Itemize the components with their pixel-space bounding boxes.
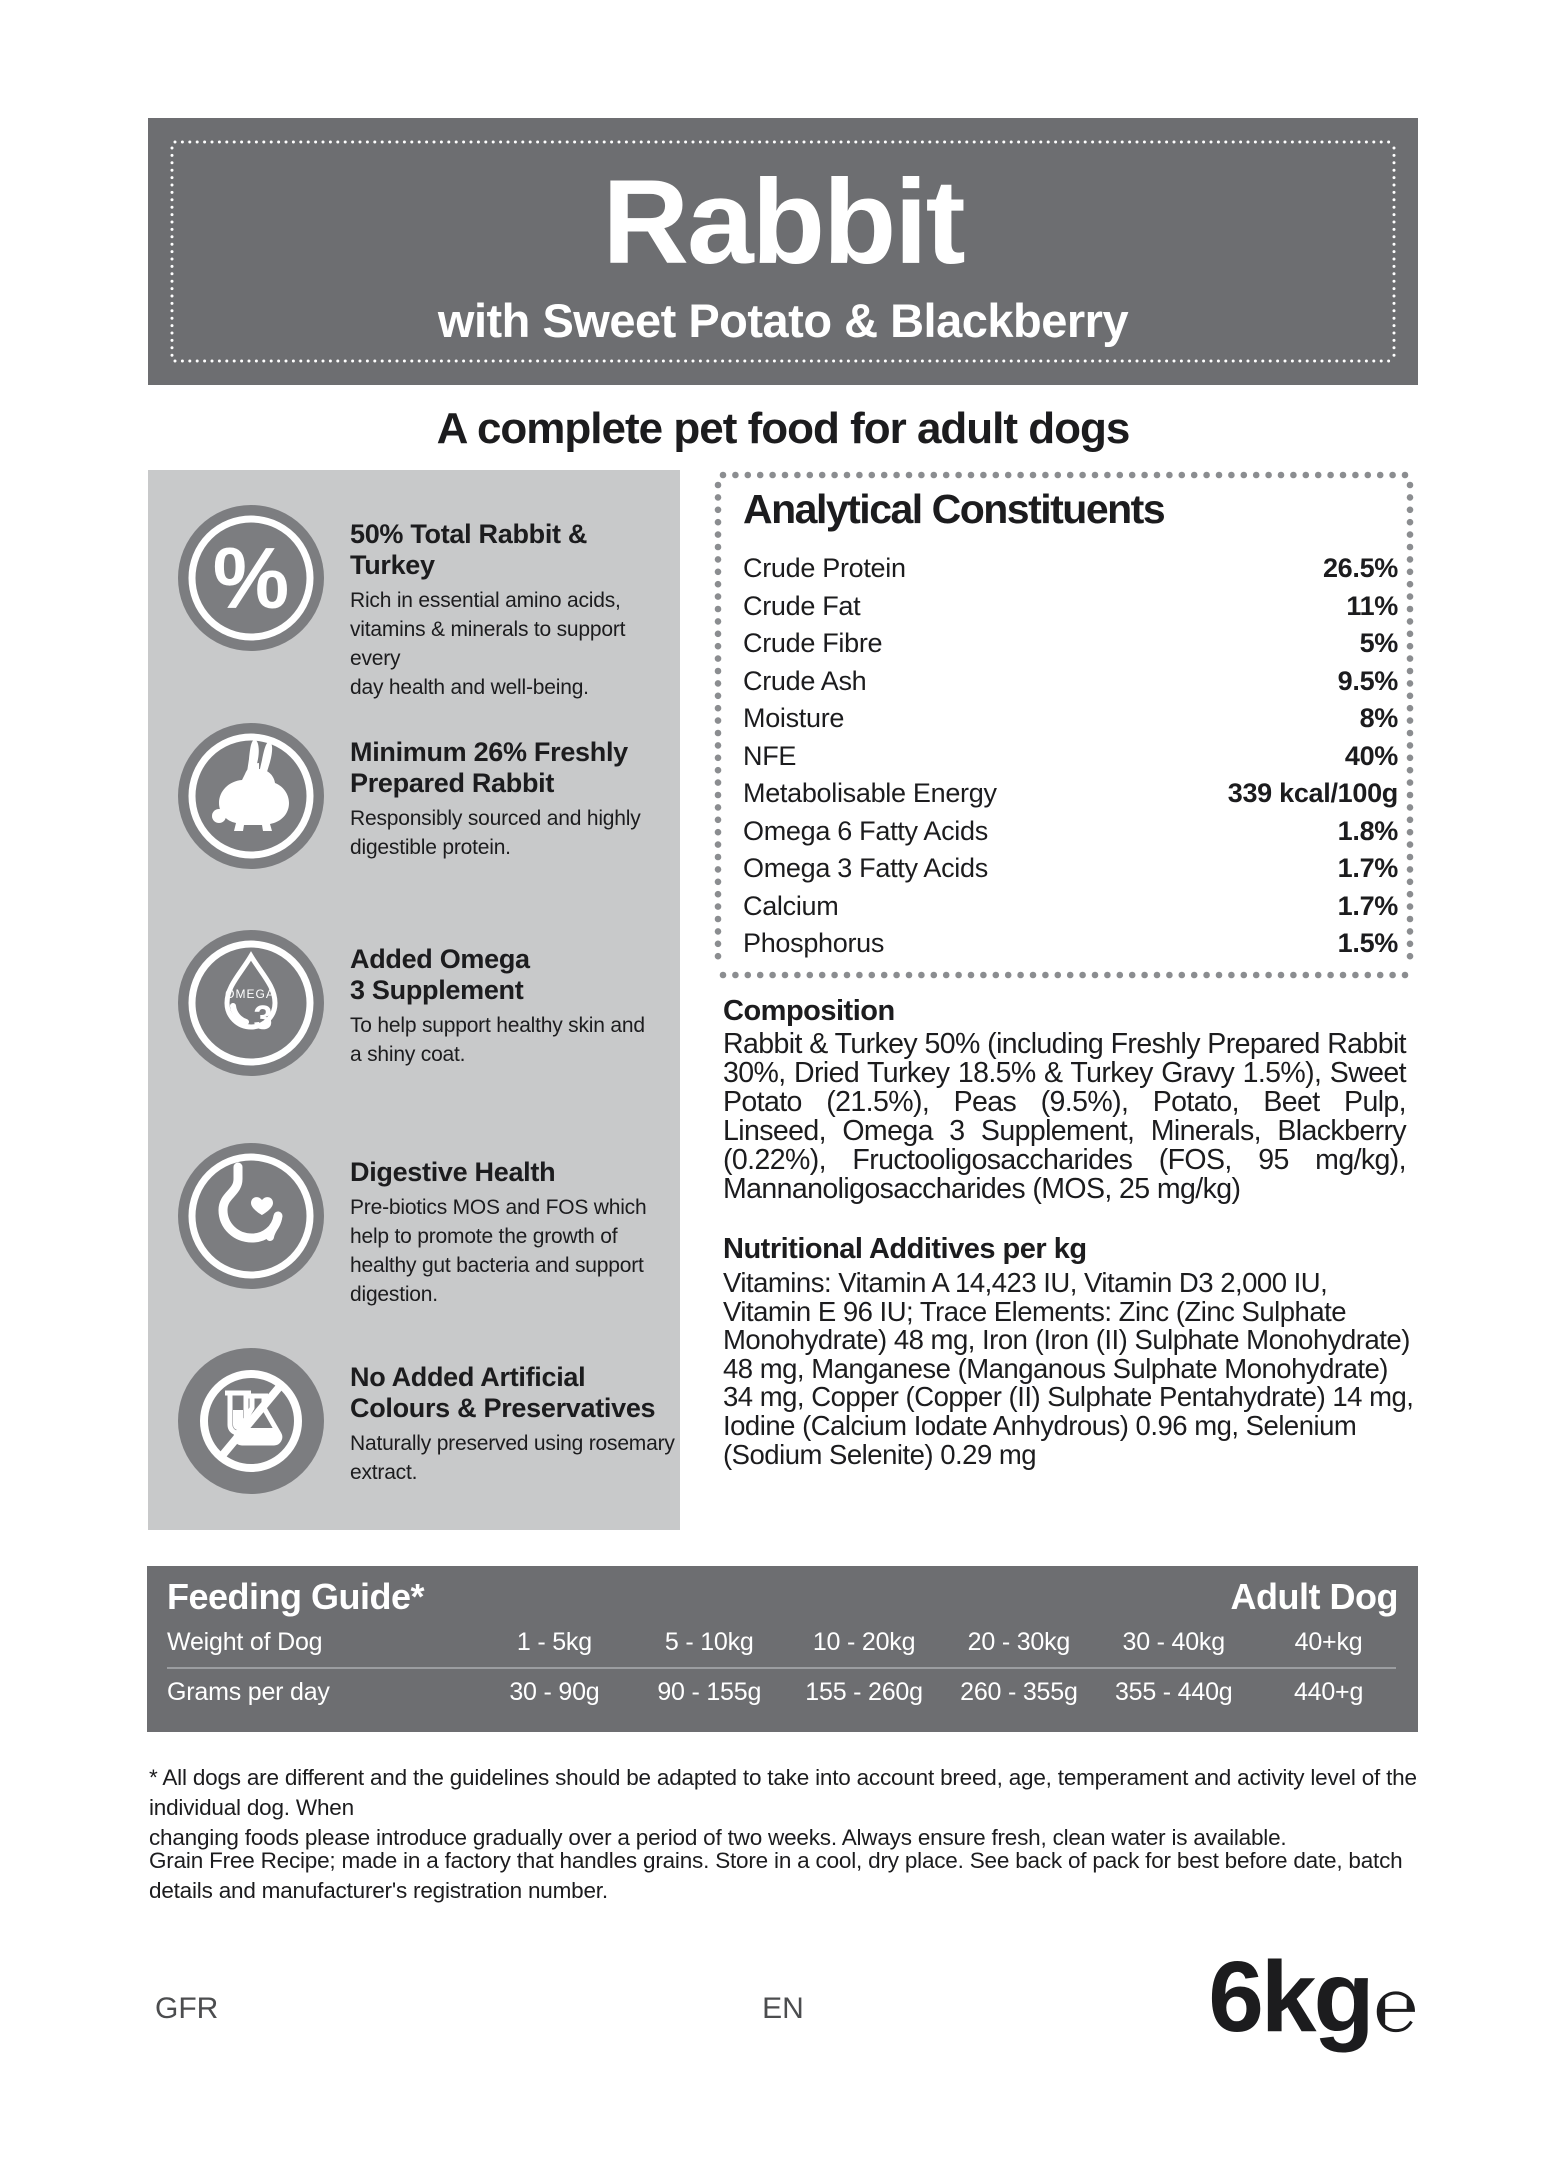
grams-cell: 260 - 355g xyxy=(960,1678,1078,1706)
feeding-guide-title: Feeding Guide* xyxy=(167,1576,425,1617)
feeding-guide-table: Feeding Guide* Adult Dog Weight of Dog 1… xyxy=(147,1566,1418,1732)
no-artificial-flask-icon xyxy=(178,1348,324,1494)
analytical-row: Crude Fibre 5% xyxy=(743,628,1398,658)
weight-cell: 40+kg xyxy=(1294,1628,1363,1656)
analytical-row: Crude Fat 11% xyxy=(743,590,1398,621)
rabbit-icon xyxy=(178,723,324,869)
composition-title: Composition xyxy=(723,995,895,1027)
omega-word: OMEGA xyxy=(225,987,275,1001)
percent-glyph: % xyxy=(213,531,289,627)
feature-body: Rich in essential amino acids, vitamins … xyxy=(350,589,626,699)
feeding-guideline-footnote: * All dogs are different and the guideli… xyxy=(149,1765,1417,1850)
weight-cell: 5 - 10kg xyxy=(664,1628,754,1656)
analytical-row: Calcium 1.7% xyxy=(743,890,1398,921)
feature-total-rabbit: % 50% Total Rabbit & Turkey Rich in esse… xyxy=(178,505,680,702)
feature-omega3: OMEGA 3 Added Omega 3 Supplement To help… xyxy=(178,930,680,1076)
grams-cell: 355 - 440g xyxy=(1114,1678,1233,1706)
feature-title: Added Omega 3 Supplement xyxy=(350,944,530,1005)
additives-title: Nutritional Additives per kg xyxy=(723,1233,1087,1265)
feature-no-artificial: No Added Artificial Colours & Preservati… xyxy=(178,1348,680,1494)
weight-cell: 10 - 20kg xyxy=(812,1628,916,1656)
row-label: Grams per day xyxy=(167,1678,330,1706)
analytical-row: Phosphorus 1.5% xyxy=(743,928,1398,958)
additives-text: Vitamins: Vitamin A 14,423 IU, Vitamin D… xyxy=(723,1267,1414,1470)
features-panel: % 50% Total Rabbit & Turkey Rich in esse… xyxy=(148,470,680,1530)
grams-cell: 30 - 90g xyxy=(509,1678,600,1706)
grams-cell: 155 - 260g xyxy=(805,1678,923,1706)
grams-cell: 440+g xyxy=(1293,1678,1364,1706)
dotted-border xyxy=(714,471,1414,979)
feature-body: Pre-biotics MOS and FOS which help to pr… xyxy=(350,1196,647,1306)
feature-body: Naturally preserved using rosemary extra… xyxy=(350,1432,675,1484)
analytical-row: Omega 6 Fatty Acids 1.8% xyxy=(743,815,1398,846)
percent-icon: % xyxy=(178,505,324,651)
omega3-drop-icon: OMEGA 3 xyxy=(178,930,324,1076)
analytical-row: Metabolisable Energy 339 kcal/100g xyxy=(743,778,1398,808)
weight-value: 6kg xyxy=(1208,1941,1374,2053)
analytical-row: Crude Ash 9.5% xyxy=(743,665,1398,696)
estimated-sign: ℮ xyxy=(1373,1964,1418,2047)
analytical-row: NFE 40% xyxy=(743,740,1398,771)
feature-title: No Added Artificial Colours & Preservati… xyxy=(350,1362,656,1423)
grams-row: Grams per day 30 - 90g 90 - 155g 155 - 2… xyxy=(167,1678,1406,1707)
feature-body: To help support healthy skin and a shiny… xyxy=(350,1014,645,1066)
composition-text: Rabbit & Turkey 50% (including Freshly P… xyxy=(723,1028,1407,1205)
weight-cell: 20 - 30kg xyxy=(967,1628,1071,1656)
feature-title: Digestive Health xyxy=(350,1157,556,1187)
hero-dotted-border xyxy=(170,140,1396,363)
storage-footnote: Grain Free Recipe; made in a factory tha… xyxy=(149,1848,1403,1903)
product-variant: with Sweet Potato & Blackberry xyxy=(437,294,1129,347)
feature-title: 50% Total Rabbit & Turkey xyxy=(350,519,588,580)
additives-section: Nutritional Additives per kg Vitamins: V… xyxy=(723,1233,1418,1469)
composition-section: Composition Rabbit & Turkey 50% (includi… xyxy=(723,995,1407,1205)
tagline: A complete pet food for adult dogs xyxy=(436,404,1131,453)
net-weight: 6kg ℮ xyxy=(1208,1942,1418,2052)
feature-body: Responsibly sourced and highly digestibl… xyxy=(350,807,641,859)
language-code: EN xyxy=(762,1992,804,2025)
table-separator xyxy=(167,1667,1396,1669)
omega-number: 3 xyxy=(254,999,273,1037)
analytical-rows: Crude Protein 26.5% Crude Fat 11% Crude Fi… xyxy=(743,550,1398,963)
recipe-code: GFR xyxy=(155,1992,219,2025)
feeding-guide-right-title: Adult Dog xyxy=(1230,1576,1399,1617)
feature-freshly-prepared: Minimum 26% Freshly Prepared Rabbit Resp… xyxy=(178,723,680,869)
product-name: Rabbit xyxy=(602,155,965,289)
analytical-row: Crude Protein 26.5% xyxy=(743,553,1398,583)
row-label: Weight of Dog xyxy=(167,1628,323,1656)
hero-header: Rabbit with Sweet Potato & Blackberry xyxy=(148,118,1418,385)
weight-cell: 30 - 40kg xyxy=(1122,1628,1226,1656)
weight-row: Weight of Dog 1 - 5kg 5 - 10kg 10 - 20kg… xyxy=(167,1628,1406,1657)
feature-digestive-health: Digestive Health Pre-biotics MOS and FOS… xyxy=(178,1143,680,1309)
weight-cell: 1 - 5kg xyxy=(516,1628,592,1656)
analytical-constituents-box: Analytical Constituents Crude Protein 26.… xyxy=(713,470,1415,980)
analytical-row: Moisture 8% xyxy=(743,703,1398,733)
analytical-title: Analytical Constituents xyxy=(743,486,1166,532)
analytical-row: Omega 3 Fatty Acids 1.7% xyxy=(743,853,1398,883)
feature-title: Minimum 26% Freshly Prepared Rabbit xyxy=(350,737,628,798)
grams-cell: 90 - 155g xyxy=(657,1678,762,1706)
stomach-heart-icon xyxy=(178,1143,324,1289)
